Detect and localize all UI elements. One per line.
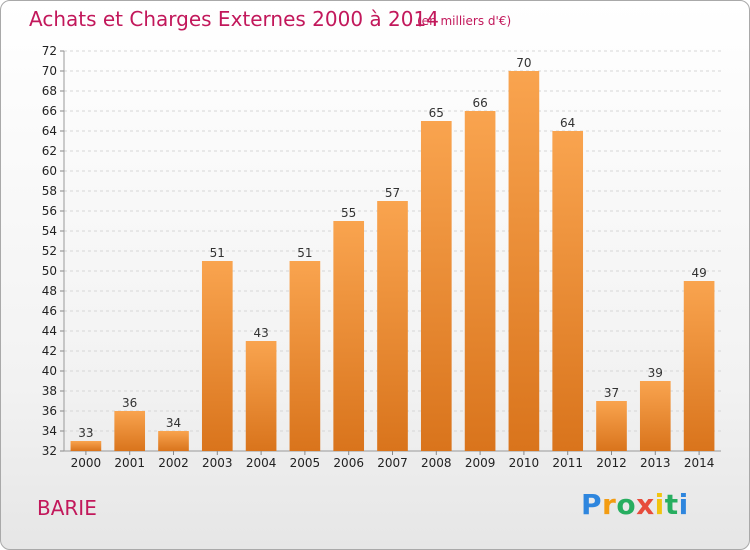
data-label-2009: 66 [472,96,487,110]
logo-letter: t [664,488,679,521]
place-label: BARIE [37,496,97,520]
x-tick-label-2010: 2010 [509,456,540,470]
data-label-2013: 39 [648,366,663,380]
data-label-2012: 37 [604,386,619,400]
bar-2012 [596,401,627,451]
bar-2011 [552,131,584,451]
bar-2000 [70,441,102,451]
x-tick-label-2012: 2012 [596,456,627,470]
x-tick-label-2008: 2008 [421,456,452,470]
y-tick-label: 46 [42,304,57,318]
x-tick-label-2000: 2000 [71,456,102,470]
y-tick-label: 34 [42,424,57,438]
data-label-2005: 51 [297,246,312,260]
y-tick-label: 68 [42,84,57,98]
x-tick-label-2004: 2004 [246,456,277,470]
bar-2001 [114,411,146,451]
data-label-2000: 33 [78,426,93,440]
x-tick-label-2006: 2006 [333,456,364,470]
y-tick-label: 66 [42,104,57,118]
chart-subtitle: (en milliers d'€) [417,14,512,28]
y-tick-label: 42 [42,344,57,358]
x-tick-label-2001: 2001 [114,456,145,470]
proxiti-logo[interactable]: Proxiti [581,488,689,521]
y-tick-label: 44 [42,324,57,338]
y-tick-label: 56 [42,204,57,218]
data-label-2002: 34 [166,416,181,430]
x-tick-label-2007: 2007 [377,456,408,470]
y-tick-label: 54 [42,224,57,238]
bar-2003 [201,261,233,451]
bar-2004 [245,341,277,451]
x-tick-label-2014: 2014 [684,456,715,470]
bar-2013 [639,381,671,451]
data-label-2004: 43 [253,326,268,340]
data-label-2001: 36 [122,396,137,410]
x-tick-label-2002: 2002 [158,456,189,470]
bar-2007 [377,201,408,451]
bar-2014 [683,281,715,451]
y-tick-label: 36 [42,404,57,418]
data-label-2008: 65 [429,106,444,120]
logo-letter: i [654,488,665,521]
bar-2010 [508,71,540,451]
logo-letter: x [636,488,655,521]
logo-letter: o [616,488,637,521]
bar-2009 [464,111,496,451]
data-label-2010: 70 [516,56,531,70]
x-tick-label-2009: 2009 [465,456,496,470]
y-tick-label: 52 [42,244,57,258]
y-tick-label: 72 [42,44,57,58]
x-tick-label-2005: 2005 [290,456,321,470]
y-tick-label: 62 [42,144,57,158]
chart-title: Achats et Charges Externes 2000 à 2014 [29,7,439,31]
data-label-2014: 49 [691,266,706,280]
bar-2006 [333,221,365,451]
logo-letter: i [678,488,689,521]
y-tick-label: 40 [42,364,57,378]
y-tick-label: 64 [42,124,57,138]
y-tick-label: 38 [42,384,57,398]
y-tick-label: 32 [42,444,57,458]
y-tick-label: 48 [42,284,57,298]
y-tick-label: 60 [42,164,57,178]
data-label-2003: 51 [210,246,225,260]
y-tick-label: 70 [42,64,57,78]
x-tick-label-2003: 2003 [202,456,233,470]
logo-letter: r [602,488,617,521]
data-label-2006: 55 [341,206,356,220]
x-tick-label-2011: 2011 [552,456,583,470]
x-tick-label-2013: 2013 [640,456,671,470]
y-tick-label: 50 [42,264,57,278]
data-label-2007: 57 [385,186,400,200]
data-label-2011: 64 [560,116,575,130]
bar-2005 [289,261,321,451]
logo-letter: P [581,488,603,521]
bar-2008 [420,121,452,451]
y-tick-label: 58 [42,184,57,198]
bar-2002 [158,431,189,451]
